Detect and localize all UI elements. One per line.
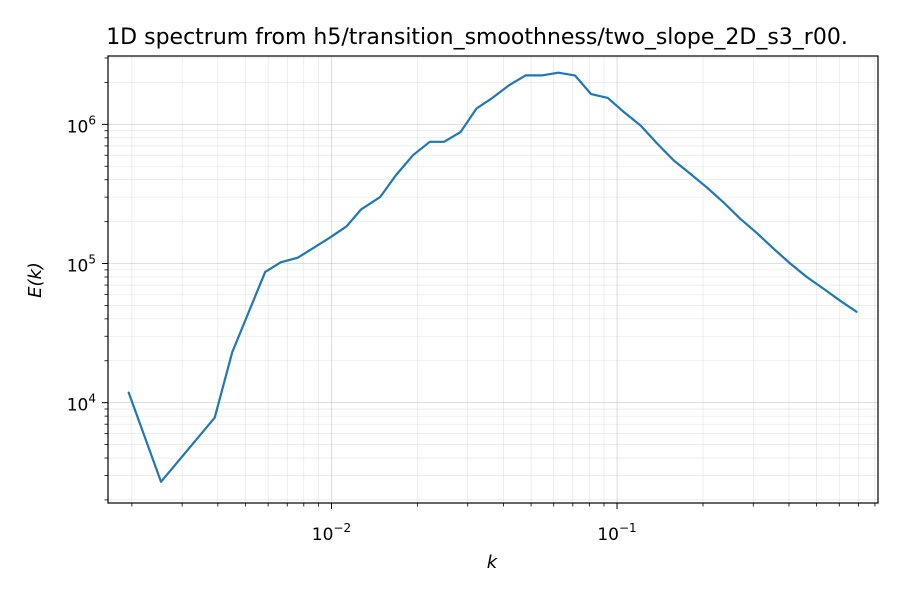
axis-ticks xyxy=(102,57,876,509)
y-tick-label: 106 xyxy=(67,113,96,137)
x-tick-label: 10−2 xyxy=(312,521,351,545)
series-layer xyxy=(127,71,858,483)
plot-frame xyxy=(107,55,879,504)
x-tick-label: 10−1 xyxy=(597,521,636,545)
tick-labels: 10−2 10−1 104 105 106 xyxy=(67,113,637,545)
chart-title: 1D spectrum from h5/transition_smoothnes… xyxy=(106,25,848,50)
grid xyxy=(108,56,878,503)
x-axis-label: k xyxy=(487,552,499,573)
series-line-0 xyxy=(127,71,858,483)
y-axis-label: E(k) xyxy=(25,262,46,298)
y-tick-label: 105 xyxy=(67,253,96,277)
y-tick-label: 104 xyxy=(67,392,96,416)
